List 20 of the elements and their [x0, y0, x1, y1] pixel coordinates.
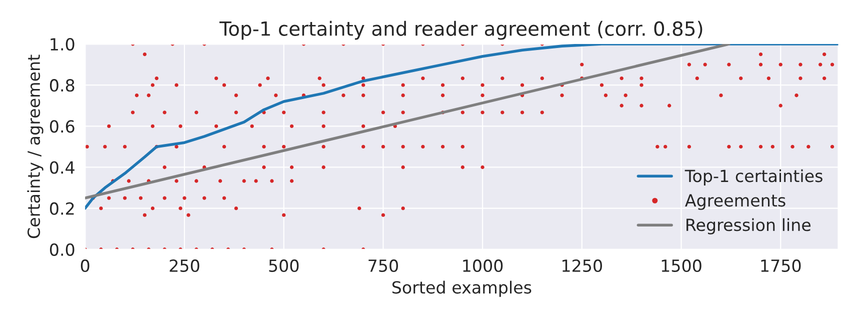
- y-axis-title: Certainty / agreement: [27, 54, 44, 238]
- legend-label: Agreements: [685, 194, 786, 210]
- y-tick-label: 0.6: [50, 120, 74, 133]
- y-tick-label: 0.2: [50, 202, 74, 215]
- x-axis-title: Sorted examples: [392, 280, 532, 297]
- legend-label: Top-1 certainties: [684, 169, 822, 186]
- y-tick-label: 0.8: [50, 79, 74, 92]
- x-tick-label: 1750: [761, 259, 801, 272]
- x-tick-label: 750: [368, 259, 398, 272]
- y-tick-label: 1.0: [50, 38, 74, 51]
- x-tick-label: 1000: [463, 259, 503, 272]
- x-tick-label: 500: [269, 259, 299, 272]
- x-tick-label: 0: [80, 259, 90, 272]
- x-tick-label: 1250: [562, 259, 602, 272]
- x-tick-label: 1500: [662, 259, 702, 272]
- y-tick-label: 0.0: [50, 243, 74, 256]
- legend-label: Regression line: [686, 218, 811, 234]
- y-tick-label: 0.4: [50, 161, 74, 174]
- chart-title: Top-1 certainty and reader agreement (corr. 0.85): [219, 20, 702, 40]
- x-tick-label: 250: [170, 259, 200, 272]
